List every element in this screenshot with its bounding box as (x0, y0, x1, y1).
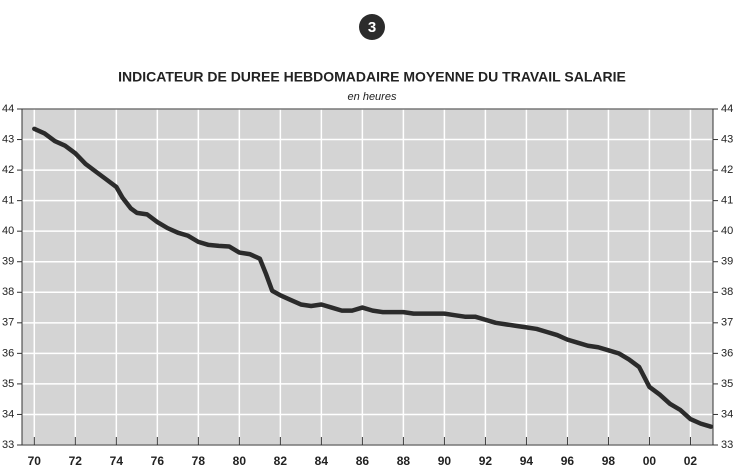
x-tick-label: 90 (438, 454, 452, 468)
y-tick-label: 39 (2, 256, 14, 268)
y2-tick-label: 41 (721, 195, 733, 207)
y2-tick-label: 39 (721, 256, 733, 268)
x-tick-label: 82 (274, 454, 288, 468)
plot-background (22, 109, 713, 445)
y2-tick-label: 33 (721, 439, 733, 451)
x-tick-label: 72 (69, 454, 83, 468)
plot-frame (21, 108, 714, 446)
x-tick-label: 80 (233, 454, 247, 468)
badge (359, 14, 385, 40)
badge-number: 3 (368, 19, 376, 36)
x-tick-label: 02 (684, 454, 698, 468)
y-tick-label: 33 (2, 439, 14, 451)
y2-tick-label: 37 (721, 317, 733, 329)
y-tick-label: 37 (2, 317, 14, 329)
y-tick-label: 43 (2, 133, 14, 145)
y2-tick-label: 36 (721, 347, 733, 359)
x-tick-label: 86 (356, 454, 370, 468)
data-line (32, 126, 714, 429)
y2-tick-label: 44 (721, 103, 733, 115)
y2-tick-label: 35 (721, 378, 733, 390)
chart-title: INDICATEUR DE DUREE HEBDOMADAIRE MOYENNE… (118, 69, 626, 85)
y-tick-label: 38 (2, 286, 14, 298)
x-tick-label: 94 (520, 454, 534, 468)
y-tick-label: 34 (2, 408, 14, 420)
y-tick-label: 40 (2, 225, 14, 237)
chart-subtitle: en heures (348, 91, 397, 103)
x-tick-label: 74 (110, 454, 124, 468)
x-tick-label: 70 (28, 454, 42, 468)
y2-tick-label: 43 (721, 133, 733, 145)
y-tick-label: 41 (2, 195, 14, 207)
y2-tick-label: 34 (721, 408, 733, 420)
x-tick-label: 92 (479, 454, 493, 468)
y-tick-label: 35 (2, 378, 14, 390)
y2-tick-label: 40 (721, 225, 733, 237)
x-tick-label: 84 (315, 454, 329, 468)
x-tick-label: 98 (602, 454, 616, 468)
y-tick-label: 42 (2, 164, 14, 176)
y2-tick-label: 42 (721, 164, 733, 176)
x-tick-label: 88 (397, 454, 411, 468)
x-tick-label: 76 (151, 454, 165, 468)
y-tick-label: 36 (2, 347, 14, 359)
y2-tick-label: 38 (721, 286, 733, 298)
x-tick-label: 78 (192, 454, 206, 468)
y-tick-label: 44 (2, 103, 14, 115)
x-tick-label: 00 (643, 454, 657, 468)
x-tick-label: 96 (561, 454, 575, 468)
